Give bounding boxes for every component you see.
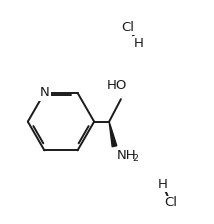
Polygon shape xyxy=(109,122,117,147)
Text: Cl: Cl xyxy=(165,196,178,209)
Text: NH: NH xyxy=(117,149,136,162)
Text: 2: 2 xyxy=(133,154,139,163)
Text: N: N xyxy=(40,86,49,99)
Text: HO: HO xyxy=(106,79,127,92)
Text: H: H xyxy=(134,37,144,50)
Text: Cl: Cl xyxy=(121,21,134,34)
Text: H: H xyxy=(158,178,168,191)
